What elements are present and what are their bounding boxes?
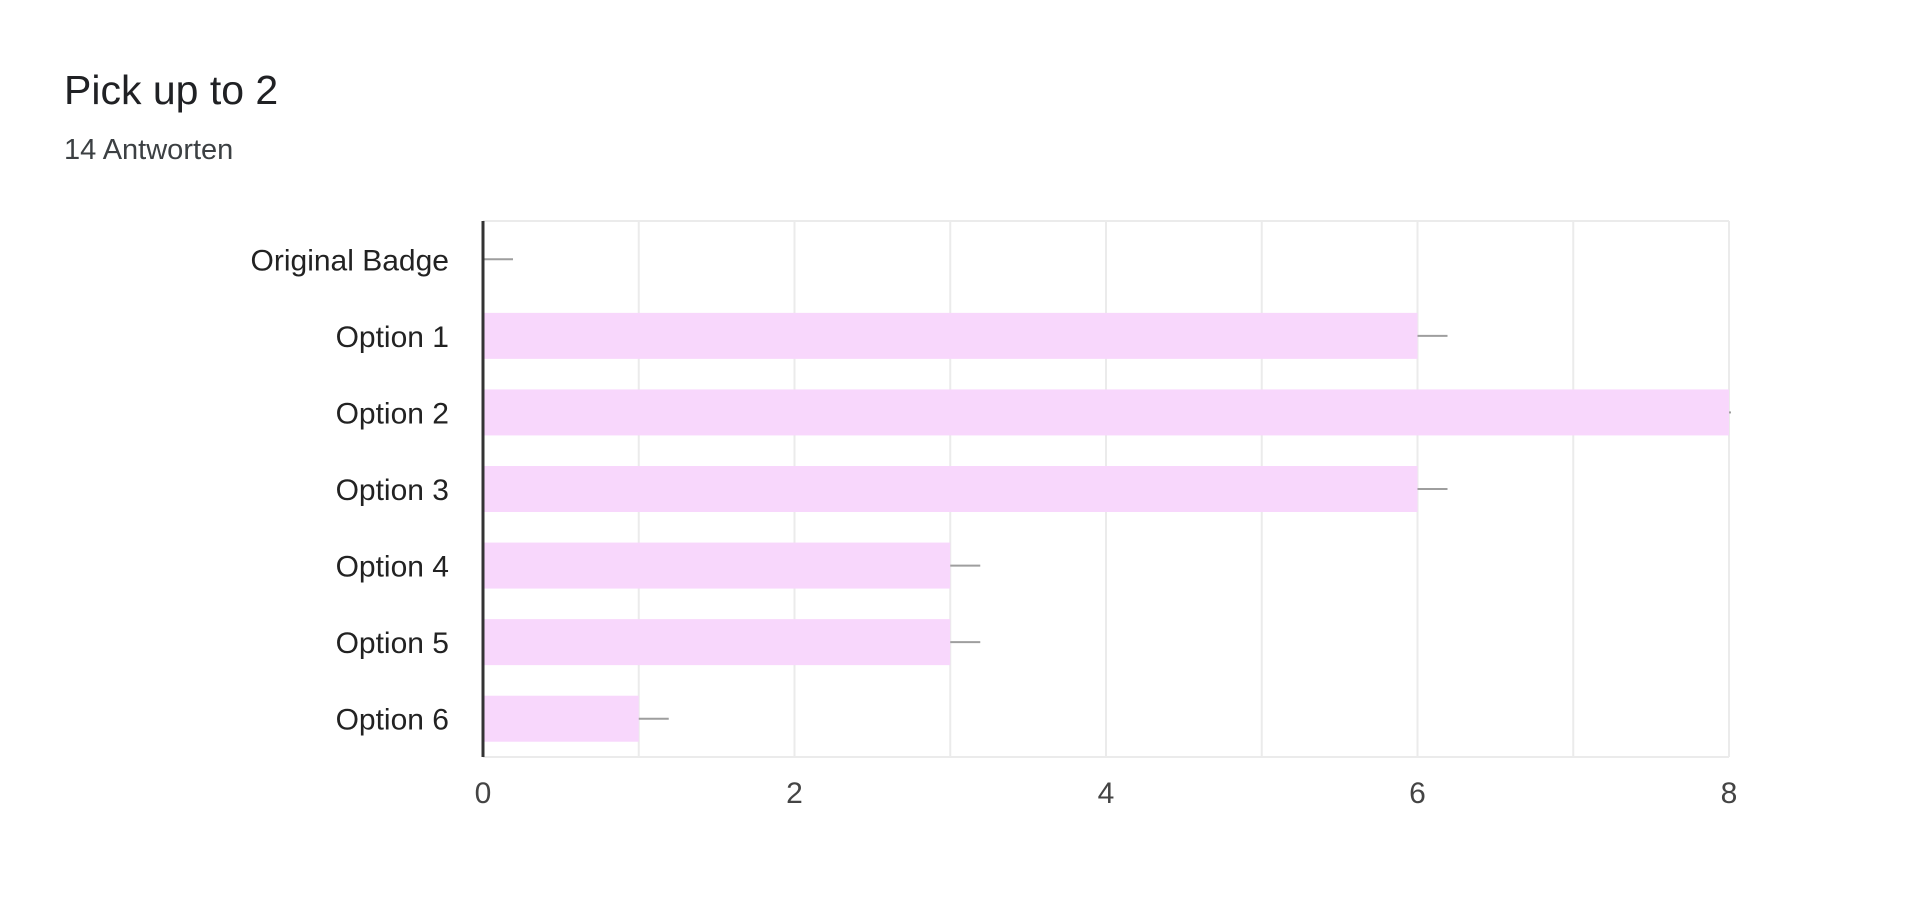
category-label: Option 6: [336, 704, 449, 737]
category-label: Option 3: [336, 474, 449, 507]
x-tick-label: 4: [1098, 777, 1115, 810]
response-count: 14 Antworten: [64, 134, 234, 166]
category-label: Option 1: [336, 321, 449, 354]
x-tick-label: 8: [1721, 777, 1738, 810]
label-layer: Original Badge Option 1 Option 2 Option 3 Op…: [251, 244, 1738, 810]
category-label: Original Badge: [251, 244, 449, 277]
chart-header: Pick up to 2 14 Antworten: [64, 62, 278, 170]
bar-layer: [483, 258, 1731, 742]
bar: [483, 312, 1418, 359]
category-label: Option 4: [336, 551, 449, 584]
category-label: Option 5: [336, 627, 449, 660]
bar: [483, 542, 951, 589]
bar: [483, 619, 951, 666]
bar: [483, 389, 1729, 436]
x-tick-label: 6: [1409, 777, 1426, 810]
x-tick-label: 0: [475, 777, 492, 810]
bar: [483, 466, 1418, 512]
bar: [483, 695, 639, 742]
chart-title: Pick up to 2: [64, 67, 279, 113]
x-tick-label: 2: [786, 777, 803, 810]
category-label: Option 2: [336, 397, 449, 430]
